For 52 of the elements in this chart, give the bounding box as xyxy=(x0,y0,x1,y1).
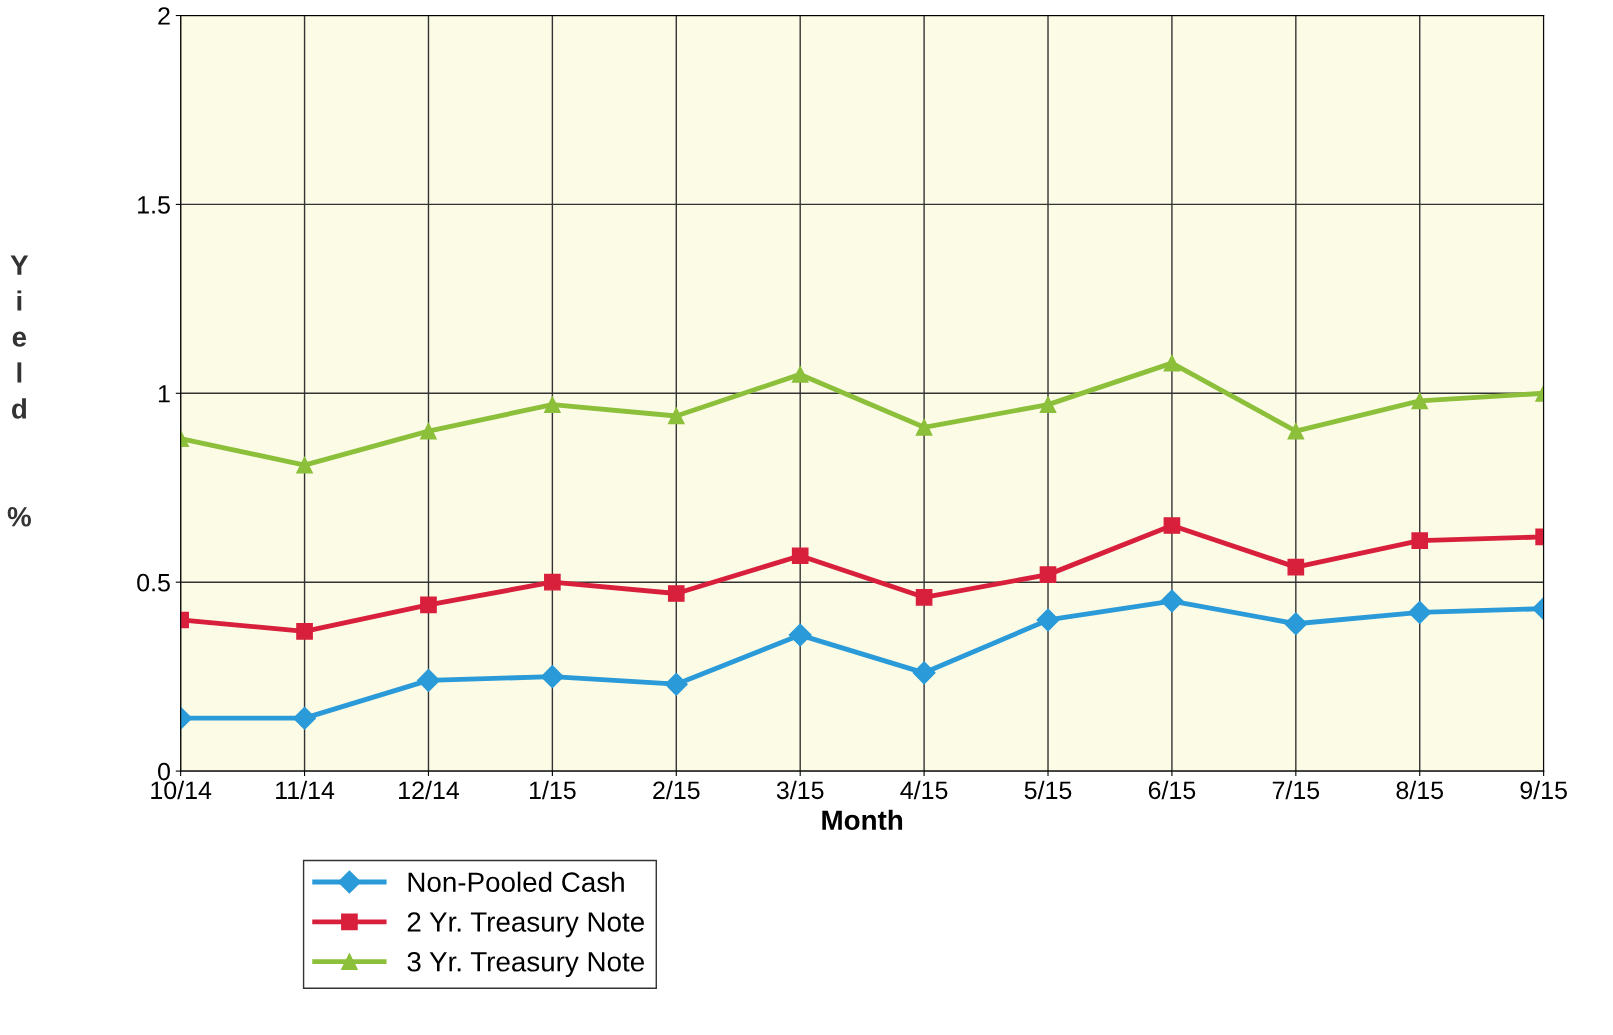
y-tick-label: 0 xyxy=(158,762,170,781)
point xyxy=(544,573,561,591)
point xyxy=(667,407,685,425)
x-tick-label: 1/15 xyxy=(529,780,576,800)
point xyxy=(664,672,688,696)
point xyxy=(1036,608,1060,632)
point xyxy=(293,706,317,730)
y-tick-label: 1 xyxy=(158,385,170,403)
point xyxy=(791,366,809,383)
point xyxy=(540,665,564,689)
point xyxy=(1284,612,1308,636)
legend-label: 2 Yr. Treasury Note xyxy=(407,912,644,938)
x-tick-label: 2/15 xyxy=(653,780,700,800)
point xyxy=(791,547,809,565)
point xyxy=(1160,589,1184,613)
point xyxy=(1039,396,1057,413)
point xyxy=(912,661,936,685)
point xyxy=(1287,422,1305,440)
x-tick-label: 9/15 xyxy=(1520,780,1567,800)
x-tick-label: 12/14 xyxy=(399,780,460,800)
x-tick-label: 5/15 xyxy=(1024,780,1072,800)
point xyxy=(1408,600,1432,624)
point xyxy=(1411,392,1429,410)
y-tick-label: 1.5 xyxy=(138,196,170,214)
point xyxy=(420,422,437,440)
y-tick-label: 2 xyxy=(158,7,170,25)
point xyxy=(296,456,313,474)
point xyxy=(1163,354,1181,372)
x-tick-label: 6/15 xyxy=(1148,780,1196,800)
x-tick-label: 11/14 xyxy=(276,780,335,800)
x-tick-label: 10/14 xyxy=(151,780,212,800)
x-tick-label: 8/15 xyxy=(1396,780,1444,800)
point xyxy=(420,596,437,614)
x-axis-title: Month xyxy=(822,809,903,831)
point xyxy=(915,588,933,606)
point xyxy=(1163,517,1181,534)
text: Yield % xyxy=(7,255,31,527)
point xyxy=(667,585,685,602)
point xyxy=(1287,558,1305,576)
y-tick-label: 0.5 xyxy=(137,573,170,592)
point xyxy=(1039,566,1057,583)
point xyxy=(1411,532,1429,549)
point xyxy=(788,623,812,647)
x-tick-label: 7/15 xyxy=(1272,780,1320,800)
x-tick-label: 4/15 xyxy=(900,780,948,800)
point xyxy=(296,622,313,640)
legend-label: Non-Pooled Cash xyxy=(408,871,624,893)
x-tick-label: 3/15 xyxy=(776,780,824,800)
point xyxy=(544,396,561,413)
point xyxy=(915,418,933,436)
point xyxy=(416,668,440,692)
legend-label: 3 Yr. Treasury Note xyxy=(407,951,644,978)
